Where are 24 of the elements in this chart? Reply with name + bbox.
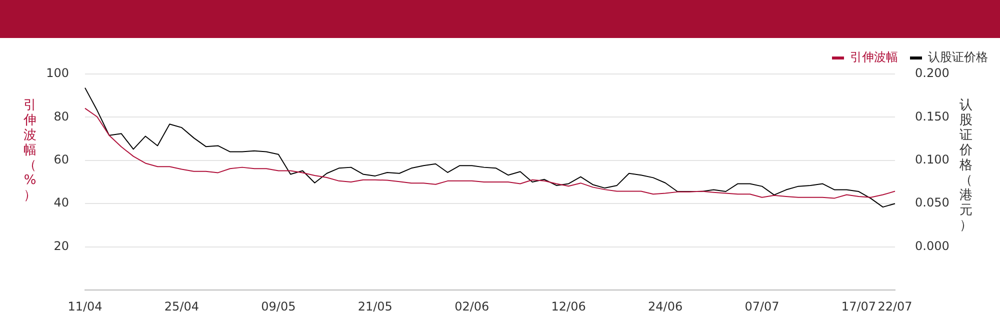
y-tick-label: 20 <box>54 238 69 253</box>
x-tick-label: 25/04 <box>164 299 200 314</box>
x-tick-label: 22/07 <box>878 299 912 314</box>
y-tick-label: 100 <box>46 66 69 80</box>
x-tick-label: 02/06 <box>454 299 490 314</box>
y-axis-title: 引伸波幅（%） <box>22 98 38 203</box>
x-tick-label: 24/06 <box>648 299 683 314</box>
y2-tick-label: 0.150 <box>915 109 950 124</box>
y2-tick-label: 0.200 <box>915 66 950 80</box>
text: 认股证价格（港元） <box>960 98 972 233</box>
y-tick-label: 60 <box>54 152 69 167</box>
legend-label: 认股证价格 <box>928 50 988 64</box>
x-tick-label: 12/06 <box>551 299 586 314</box>
x-tick-label: 07/07 <box>744 299 780 314</box>
y2-tick-label: 0.000 <box>915 238 950 253</box>
y2-tick-label: 0.100 <box>915 152 950 167</box>
x-tick-label: 11/04 <box>68 299 102 314</box>
y-tick-label: 40 <box>54 196 69 210</box>
x-tick-label: 21/05 <box>358 299 392 314</box>
y2-tick-label: 0.050 <box>915 196 950 210</box>
y-tick-label: 80 <box>54 109 69 124</box>
x-tick-label: 09/05 <box>261 299 296 314</box>
x-tick-label: 17/07 <box>841 299 876 314</box>
legend-label: 引伸波幅 <box>850 50 898 64</box>
